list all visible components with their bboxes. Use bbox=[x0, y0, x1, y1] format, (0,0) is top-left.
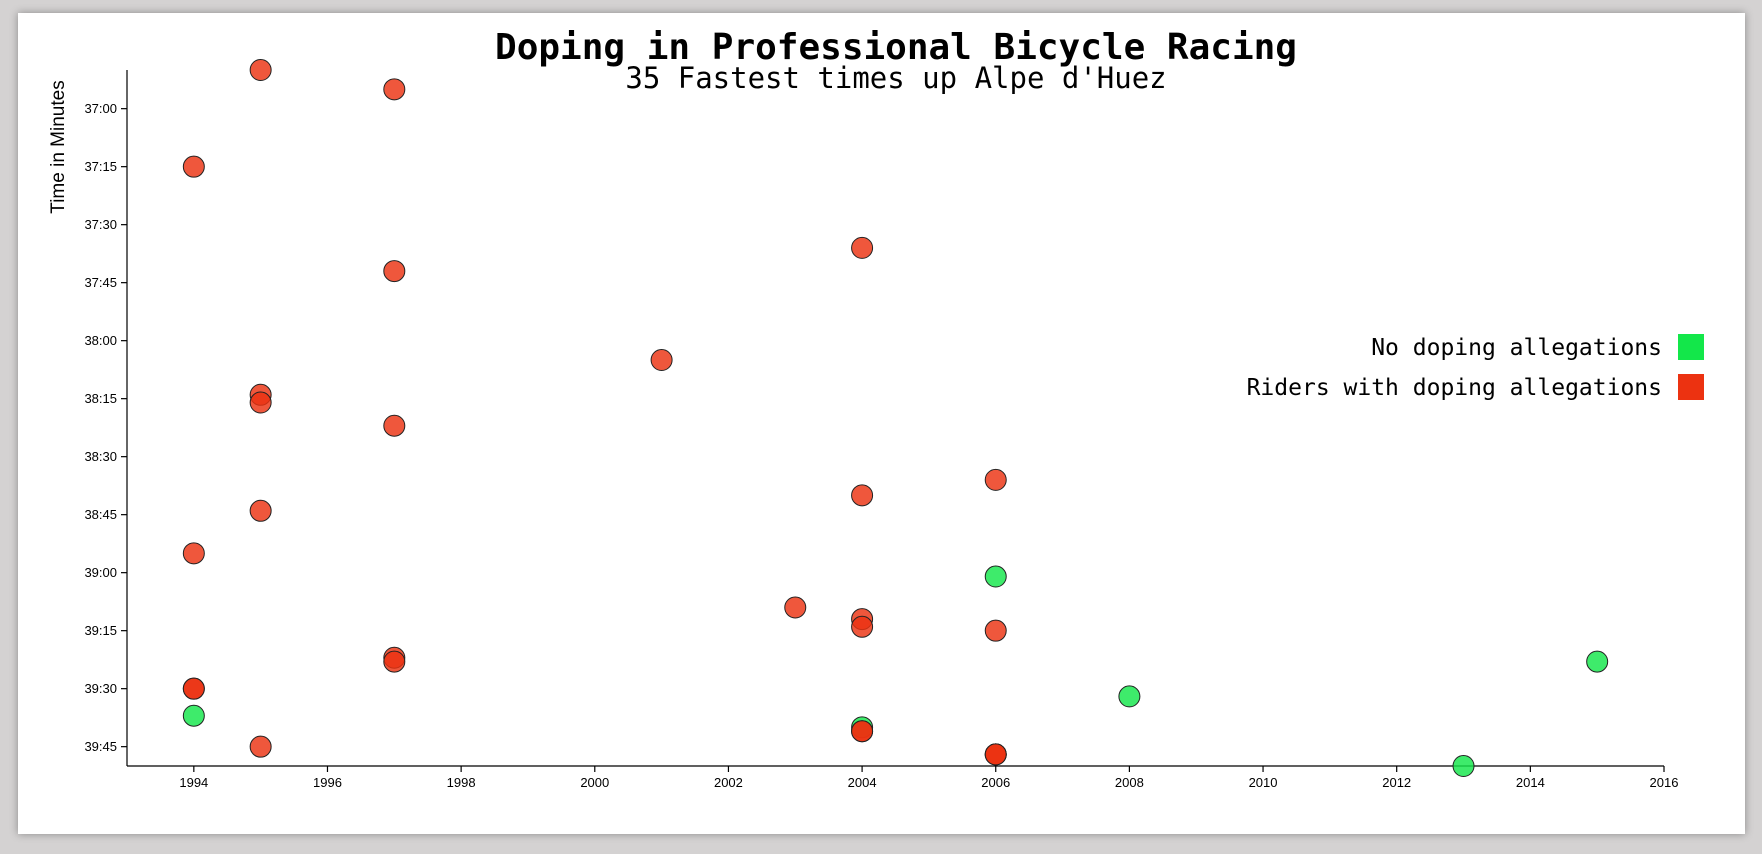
data-point[interactable] bbox=[851, 615, 874, 638]
data-point[interactable] bbox=[1452, 755, 1475, 777]
data-point[interactable] bbox=[249, 391, 272, 414]
x-tick-label: 2004 bbox=[848, 775, 877, 790]
x-tick-label: 2000 bbox=[580, 775, 609, 790]
y-tick-label: 37:45 bbox=[84, 275, 117, 290]
data-point[interactable] bbox=[851, 236, 874, 259]
y-tick-label: 38:30 bbox=[84, 449, 117, 464]
y-tick-label: 37:15 bbox=[84, 159, 117, 174]
data-point[interactable] bbox=[383, 260, 406, 283]
data-point[interactable] bbox=[383, 78, 406, 101]
data-point[interactable] bbox=[182, 677, 205, 700]
y-tick-label: 37:30 bbox=[84, 217, 117, 232]
legend-swatch-no-doping bbox=[1678, 334, 1704, 360]
data-point[interactable] bbox=[851, 484, 874, 507]
y-tick-label: 38:45 bbox=[84, 507, 117, 522]
data-point[interactable] bbox=[851, 720, 874, 743]
data-point[interactable] bbox=[182, 155, 205, 178]
x-tick-label: 2006 bbox=[981, 775, 1010, 790]
legend-label-no-doping: No doping allegations bbox=[1371, 335, 1662, 361]
y-tick-label: 39:45 bbox=[84, 739, 117, 754]
y-tick-label: 37:00 bbox=[84, 101, 117, 116]
y-tick-label: 39:15 bbox=[84, 623, 117, 638]
data-point[interactable] bbox=[984, 565, 1007, 588]
x-tick-label: 2010 bbox=[1249, 775, 1278, 790]
x-tick-label: 1994 bbox=[179, 775, 208, 790]
data-point[interactable] bbox=[984, 468, 1007, 491]
data-point[interactable] bbox=[650, 349, 673, 371]
data-point[interactable] bbox=[383, 414, 406, 437]
x-tick-label: 2016 bbox=[1650, 775, 1679, 790]
data-point[interactable] bbox=[383, 650, 406, 673]
data-point[interactable] bbox=[784, 596, 807, 619]
axes: 1994 1996 1998 2000 2002 2004 2006 2008 2010 2012… bbox=[84, 70, 1678, 790]
scatter-chart: Doping in Professional Bicycle Racing 35… bbox=[48, 27, 1704, 790]
data-point[interactable] bbox=[182, 704, 205, 727]
data-point[interactable] bbox=[249, 499, 272, 522]
legend: No doping allegations Riders with doping … bbox=[1247, 334, 1704, 401]
y-tick-label: 39:30 bbox=[84, 681, 117, 696]
legend-swatch-doping bbox=[1678, 374, 1704, 400]
legend-label-doping: Riders with doping allegations bbox=[1247, 375, 1662, 401]
x-tick-label: 1998 bbox=[447, 775, 476, 790]
y-tick-label: 39:00 bbox=[84, 565, 117, 580]
x-tick-label: 2014 bbox=[1516, 775, 1545, 790]
y-tick-label: 38:15 bbox=[84, 391, 117, 406]
data-point[interactable] bbox=[182, 542, 205, 565]
data-point[interactable] bbox=[249, 59, 272, 81]
data-point[interactable] bbox=[1118, 685, 1141, 708]
x-tick-label: 2002 bbox=[714, 775, 743, 790]
chart-card: Doping in Professional Bicycle Racing 35… bbox=[18, 13, 1745, 834]
x-tick-label: 2008 bbox=[1115, 775, 1144, 790]
y-axis-label: Time in Minutes bbox=[48, 80, 69, 213]
chart-title: Doping in Professional Bicycle Racing bbox=[495, 27, 1297, 68]
data-point[interactable] bbox=[249, 735, 272, 758]
data-point[interactable] bbox=[1586, 650, 1609, 673]
data-points bbox=[182, 59, 1609, 777]
y-tick-label: 38:00 bbox=[84, 333, 117, 348]
x-tick-label: 2012 bbox=[1382, 775, 1411, 790]
x-tick-label: 1996 bbox=[313, 775, 342, 790]
data-point[interactable] bbox=[984, 619, 1007, 642]
data-point[interactable] bbox=[984, 743, 1007, 766]
chart-subtitle: 35 Fastest times up Alpe d'Huez bbox=[625, 61, 1166, 95]
